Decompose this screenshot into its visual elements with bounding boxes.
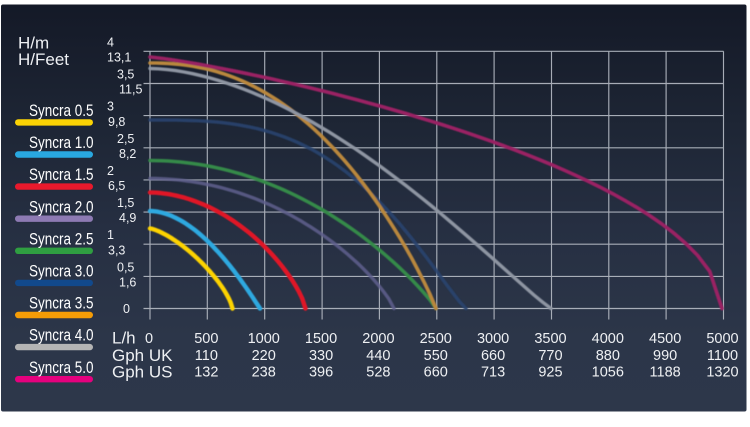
svg-text:3000: 3000: [477, 331, 509, 347]
svg-text:4: 4: [107, 35, 114, 49]
svg-text:1,5: 1,5: [117, 196, 134, 210]
svg-text:Syncra 2.5: Syncra 2.5: [29, 230, 94, 248]
svg-text:Syncra 0.5: Syncra 0.5: [29, 102, 94, 120]
svg-text:5000: 5000: [706, 331, 738, 347]
svg-text:13,1: 13,1: [107, 51, 131, 65]
svg-text:Syncra 4.0: Syncra 4.0: [29, 327, 94, 345]
svg-text:9,8: 9,8: [108, 115, 125, 129]
svg-text:132: 132: [194, 364, 218, 380]
svg-text:110: 110: [195, 348, 218, 364]
svg-text:0,5: 0,5: [117, 260, 134, 274]
svg-text:550: 550: [424, 348, 448, 364]
svg-text:1188: 1188: [650, 364, 681, 380]
svg-text:1,6: 1,6: [119, 276, 136, 290]
svg-text:660: 660: [424, 364, 448, 380]
svg-text:1: 1: [107, 228, 114, 242]
svg-text:880: 880: [596, 348, 620, 364]
svg-text:330: 330: [309, 348, 333, 364]
svg-text:990: 990: [653, 348, 677, 364]
svg-text:8,2: 8,2: [119, 147, 136, 161]
svg-text:Syncra 1.0: Syncra 1.0: [29, 134, 94, 152]
svg-text:238: 238: [252, 364, 276, 380]
svg-text:H/Feet: H/Feet: [18, 50, 69, 69]
svg-text:6,5: 6,5: [108, 179, 125, 193]
svg-text:713: 713: [481, 364, 505, 380]
svg-text:396: 396: [309, 364, 333, 380]
svg-text:3,5: 3,5: [117, 68, 134, 82]
svg-text:4500: 4500: [649, 331, 681, 347]
svg-text:3500: 3500: [534, 331, 566, 347]
svg-text:4,9: 4,9: [119, 211, 136, 225]
svg-text:1056: 1056: [592, 364, 624, 380]
svg-text:925: 925: [538, 364, 562, 380]
svg-text:500: 500: [194, 331, 218, 347]
svg-text:0: 0: [123, 302, 130, 316]
svg-text:2,5: 2,5: [117, 132, 134, 146]
svg-text:0: 0: [145, 331, 153, 347]
svg-text:Syncra 3.5: Syncra 3.5: [29, 295, 94, 313]
svg-text:Gph US: Gph US: [112, 363, 172, 382]
svg-text:440: 440: [366, 348, 390, 364]
svg-text:1500: 1500: [305, 331, 337, 347]
svg-text:770: 770: [538, 348, 562, 364]
svg-text:Gph UK: Gph UK: [112, 346, 173, 365]
svg-text:L/h: L/h: [112, 329, 136, 348]
svg-text:660: 660: [481, 348, 505, 364]
svg-text:1320: 1320: [706, 364, 738, 380]
svg-text:2000: 2000: [362, 331, 394, 347]
svg-text:3: 3: [107, 100, 114, 114]
svg-text:2: 2: [107, 164, 114, 178]
svg-text:3,3: 3,3: [108, 243, 125, 257]
svg-text:11,5: 11,5: [119, 83, 142, 97]
svg-text:220: 220: [252, 348, 276, 364]
svg-text:Syncra 1.5: Syncra 1.5: [29, 166, 94, 184]
svg-text:4000: 4000: [592, 331, 624, 347]
svg-text:Syncra 5.0: Syncra 5.0: [29, 359, 94, 377]
svg-text:2500: 2500: [420, 331, 452, 347]
svg-text:Syncra 2.0: Syncra 2.0: [29, 198, 94, 216]
svg-text:Syncra 3.0: Syncra 3.0: [29, 263, 94, 281]
svg-text:1100: 1100: [707, 348, 738, 364]
svg-text:H/m: H/m: [18, 33, 49, 52]
svg-text:1000: 1000: [248, 331, 280, 347]
svg-text:528: 528: [366, 364, 390, 380]
